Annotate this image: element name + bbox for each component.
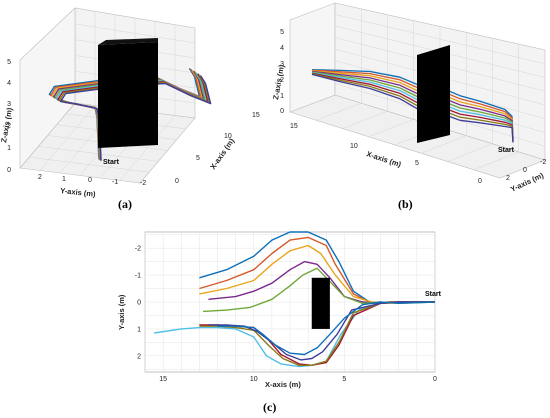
panel-a-z-tick: 5 [7, 59, 11, 66]
panel-b-z-tick: 1 [280, 93, 284, 100]
panel-a-y-tick: 2 [38, 174, 42, 181]
panel-b-x-tick: 10 [350, 143, 358, 150]
grid-line [447, 143, 493, 162]
panel-b-y-axis-label: Y-axis (m) [509, 170, 545, 193]
panel-b-z-tick: 3 [280, 61, 284, 68]
panel-b-x-axis-label: X-axis (m) [365, 149, 402, 169]
panel-a-label: (a) [118, 197, 132, 211]
panel-a-x-tick: 15 [252, 112, 260, 119]
panel-b-z-tick: 4 [280, 45, 284, 52]
panel-a-x-tick: 0 [175, 178, 179, 185]
panel-b-x-tick: 5 [415, 160, 419, 167]
panel-b-back-wall [289, 2, 336, 113]
panel-a-z-tick: 2 [7, 123, 11, 130]
panel-a-y-tick: 1 [62, 176, 66, 183]
panel-b-label: (b) [398, 197, 413, 211]
panel-a-grid [29, 11, 196, 181]
panel-b-y-tick: 2 [506, 175, 510, 182]
panel-b-x-tick: 15 [290, 123, 298, 130]
panel-a-obstacle-side [98, 38, 158, 45]
panel-c-y-axis-label: Y-axis (m) [117, 294, 126, 330]
panel-c-obstacle-group [311, 277, 330, 329]
panel-a-z-tick: 0 [7, 167, 11, 174]
panel-b-obstacle-front [417, 45, 450, 143]
panel-a-x-axis-label: X-axis (m) [208, 136, 236, 171]
panel-c-start-label: Start [425, 291, 442, 298]
panel-a-z-tick: 4 [7, 80, 11, 87]
panel-c-y-tick: 0 [137, 300, 141, 307]
grid-line [342, 111, 388, 129]
panel-c-y-tick: -2 [135, 246, 141, 253]
panel-b-x-tick: 0 [478, 178, 482, 185]
panel-c-y-tick: -1 [135, 273, 141, 280]
panel-a-x-tick: 10 [224, 133, 232, 140]
trajectory-line [217, 301, 436, 356]
panel-a-z-tick: 3 [7, 101, 11, 108]
panel-c-paths [153, 231, 436, 368]
grid-line [334, 14, 546, 64]
grid-line [119, 115, 176, 181]
panel-a-z-tick: 1 [7, 145, 11, 152]
panel-c-x-tick: 0 [433, 376, 437, 383]
panel-a-y-tick: 0 [88, 177, 92, 184]
panel-b-z-tick: 2 [280, 77, 284, 84]
panel-c-y-tick: 2 [137, 353, 141, 360]
panel-c-x-axis-label: X-axis (m) [265, 380, 301, 389]
panel-b-z-ticks: 0 1 2 3 4 5 [280, 29, 284, 115]
panel-a-x-tick: 5 [196, 155, 200, 162]
grid-line [74, 23, 196, 44]
panel-b: Start 0 1 2 3 4 5 15 10 5 0 2 0 -2 Z-axi… [271, 2, 546, 211]
panel-a-y-tick: -1 [112, 179, 118, 186]
panel-a-z-axis-label: Z-axis (m) [0, 106, 14, 143]
panel-a-z-ticks: 0 1 2 3 4 5 [7, 59, 11, 174]
panel-a-y-tick: -2 [140, 180, 146, 187]
panel-c-y-tick: 1 [137, 326, 141, 333]
panel-c-y-ticks: -2 -1 0 1 2 [135, 246, 141, 361]
panel-c-x-tick: 5 [342, 376, 346, 383]
panel-a: Start 0 1 2 3 4 5 2 1 0 -1 -2 0 5 10 15 … [0, 7, 260, 211]
panel-a-x-ticks: 0 5 10 15 [175, 112, 260, 185]
panel-b-z-tick: 0 [280, 108, 284, 115]
panel-b-y-tick: 0 [523, 167, 527, 174]
panel-a-y-ticks: 2 1 0 -1 -2 [38, 174, 146, 187]
panel-a-paths [48, 68, 212, 161]
panel-c-x-tick: 15 [159, 376, 167, 383]
panel-c-label: (c) [263, 400, 276, 414]
panel-b-x-ticks: 15 10 5 0 [290, 123, 482, 185]
panel-b-y-tick: -2 [540, 159, 546, 166]
panel-b-z-tick: 5 [280, 29, 284, 36]
grid-line [368, 119, 414, 137]
panel-b-start-label: Start [498, 147, 515, 154]
panel-a-start-label: Start [103, 159, 120, 166]
panel-a-y-axis-label: Y-axis (m) [60, 186, 97, 199]
panel-a-obstacle-front [98, 42, 158, 148]
trajectory-line [59, 75, 212, 161]
panel-c-obstacle [311, 277, 330, 329]
grid-line [421, 135, 467, 154]
panel-c: 15 10 5 0 -2 -1 0 1 2 Start X-axis (m) Y-axis (… [117, 231, 442, 414]
panel-c-x-tick: 10 [250, 376, 258, 383]
panel-b-y-ticks: 2 0 -2 [506, 159, 546, 182]
grid-line [316, 102, 362, 121]
panel-c-x-ticks: 15 10 5 0 [159, 376, 437, 383]
grid-line [473, 151, 519, 170]
